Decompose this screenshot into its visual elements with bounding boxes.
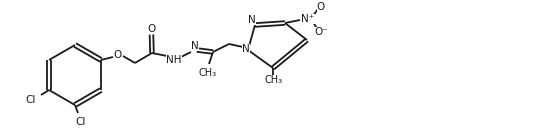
Text: O: O [317,2,325,12]
Text: O: O [148,24,156,34]
Text: O⁻: O⁻ [314,27,328,37]
Text: Cl: Cl [26,95,36,105]
Text: CH₃: CH₃ [199,68,217,78]
Text: N⁺: N⁺ [301,14,315,24]
Text: O: O [114,50,122,60]
Text: N: N [242,44,250,54]
Text: NH: NH [166,55,182,65]
Text: CH₃: CH₃ [265,75,283,85]
Text: Cl: Cl [76,117,86,127]
Text: N: N [191,41,199,51]
Text: N: N [248,15,256,25]
